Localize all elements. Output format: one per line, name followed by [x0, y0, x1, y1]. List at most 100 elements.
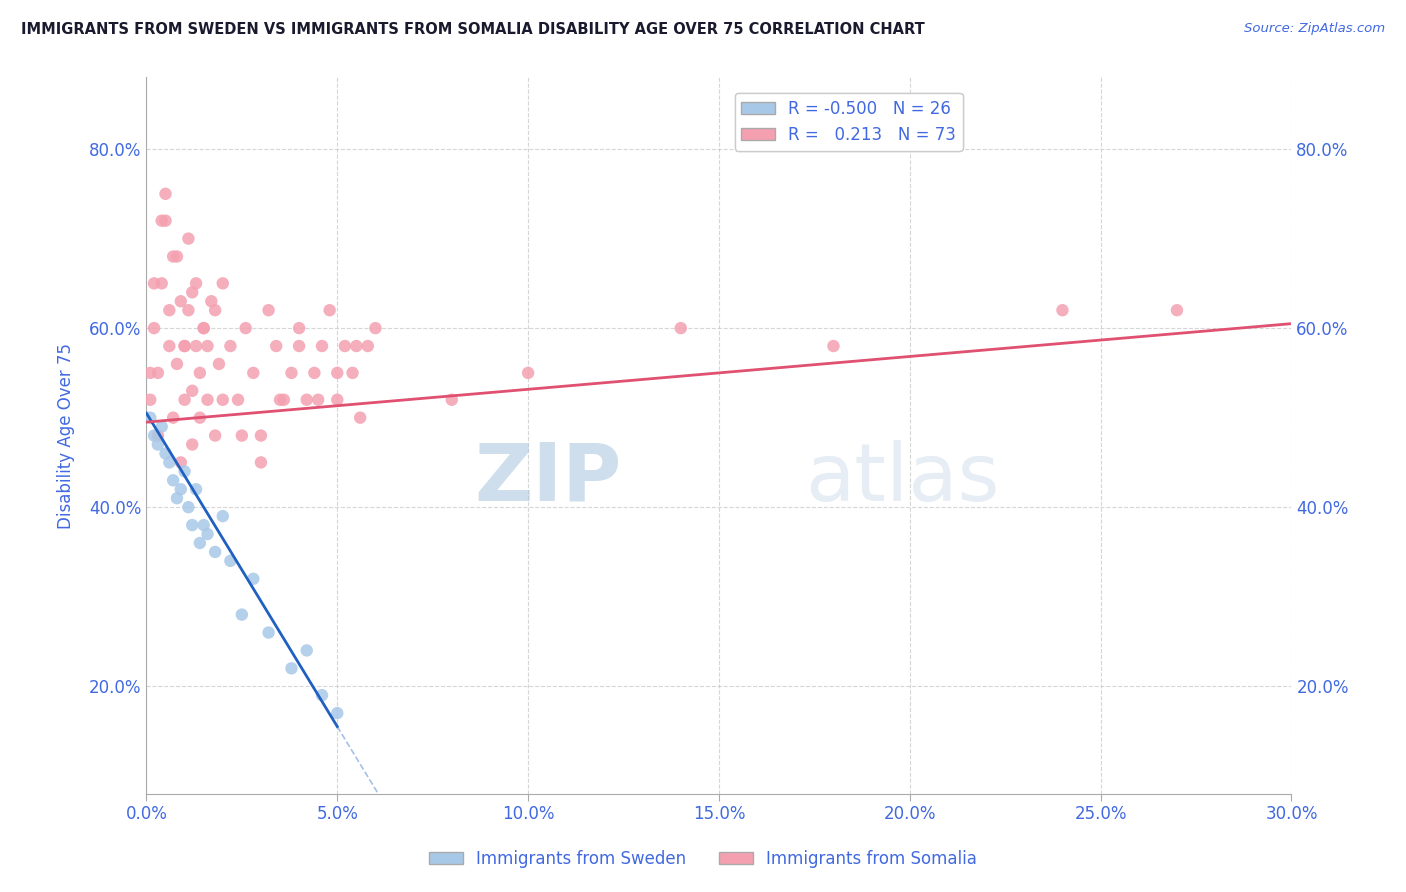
- Point: [173, 392, 195, 407]
- Point: [264, 339, 287, 353]
- Point: [349, 410, 371, 425]
- Point: [333, 339, 356, 353]
- Point: [204, 303, 226, 318]
- Point: [197, 392, 219, 407]
- Point: [250, 428, 273, 442]
- Point: [208, 357, 231, 371]
- Point: [181, 384, 204, 398]
- Point: [166, 491, 188, 506]
- Point: [273, 392, 295, 407]
- Point: [177, 231, 200, 245]
- Point: [155, 446, 177, 460]
- Point: [440, 392, 463, 407]
- Point: [242, 366, 264, 380]
- Text: Source: ZipAtlas.com: Source: ZipAtlas.com: [1244, 22, 1385, 36]
- Point: [326, 706, 349, 720]
- Point: [146, 428, 169, 442]
- Point: [200, 294, 222, 309]
- Point: [157, 455, 180, 469]
- Point: [307, 392, 329, 407]
- Point: [211, 509, 233, 524]
- Point: [150, 419, 173, 434]
- Point: [364, 321, 387, 335]
- Point: [162, 473, 184, 487]
- Point: [139, 410, 162, 425]
- Point: [517, 366, 540, 380]
- Point: [184, 339, 207, 353]
- Point: [295, 392, 318, 407]
- Point: [184, 277, 207, 291]
- Point: [173, 339, 195, 353]
- Point: [318, 303, 340, 318]
- Legend: R = -0.500   N = 26, R =   0.213   N = 73: R = -0.500 N = 26, R = 0.213 N = 73: [735, 93, 963, 151]
- Point: [304, 366, 326, 380]
- Legend: Immigrants from Sweden, Immigrants from Somalia: Immigrants from Sweden, Immigrants from …: [422, 844, 984, 875]
- Point: [242, 572, 264, 586]
- Point: [170, 455, 193, 469]
- Y-axis label: Disability Age Over 75: Disability Age Over 75: [58, 343, 75, 529]
- Point: [193, 321, 215, 335]
- Point: [157, 339, 180, 353]
- Point: [170, 483, 193, 497]
- Point: [342, 366, 364, 380]
- Point: [326, 392, 349, 407]
- Point: [219, 339, 242, 353]
- Text: ZIP: ZIP: [474, 440, 621, 517]
- Point: [197, 527, 219, 541]
- Point: [184, 483, 207, 497]
- Point: [357, 339, 380, 353]
- Point: [181, 285, 204, 300]
- Point: [231, 428, 253, 442]
- Point: [143, 428, 166, 442]
- Point: [269, 392, 291, 407]
- Point: [1052, 303, 1074, 318]
- Point: [211, 392, 233, 407]
- Point: [823, 339, 845, 353]
- Point: [295, 643, 318, 657]
- Point: [188, 366, 211, 380]
- Point: [166, 357, 188, 371]
- Point: [181, 518, 204, 533]
- Point: [219, 554, 242, 568]
- Point: [280, 366, 302, 380]
- Point: [139, 392, 162, 407]
- Text: atlas: atlas: [804, 440, 1000, 517]
- Point: [288, 339, 311, 353]
- Point: [162, 410, 184, 425]
- Point: [257, 625, 280, 640]
- Point: [188, 410, 211, 425]
- Point: [204, 428, 226, 442]
- Point: [288, 321, 311, 335]
- Point: [188, 536, 211, 550]
- Point: [177, 303, 200, 318]
- Point: [150, 277, 173, 291]
- Point: [170, 294, 193, 309]
- Point: [197, 339, 219, 353]
- Point: [146, 437, 169, 451]
- Point: [177, 500, 200, 515]
- Point: [173, 464, 195, 478]
- Point: [211, 277, 233, 291]
- Point: [311, 688, 333, 702]
- Point: [669, 321, 692, 335]
- Point: [344, 339, 367, 353]
- Point: [162, 250, 184, 264]
- Point: [231, 607, 253, 622]
- Point: [204, 545, 226, 559]
- Point: [155, 186, 177, 201]
- Point: [193, 321, 215, 335]
- Point: [250, 455, 273, 469]
- Point: [173, 339, 195, 353]
- Point: [235, 321, 257, 335]
- Point: [311, 339, 333, 353]
- Point: [157, 303, 180, 318]
- Point: [155, 213, 177, 227]
- Point: [143, 277, 166, 291]
- Point: [146, 366, 169, 380]
- Point: [166, 250, 188, 264]
- Point: [1166, 303, 1188, 318]
- Point: [150, 213, 173, 227]
- Text: IMMIGRANTS FROM SWEDEN VS IMMIGRANTS FROM SOMALIA DISABILITY AGE OVER 75 CORRELA: IMMIGRANTS FROM SWEDEN VS IMMIGRANTS FRO…: [21, 22, 925, 37]
- Point: [257, 303, 280, 318]
- Point: [193, 518, 215, 533]
